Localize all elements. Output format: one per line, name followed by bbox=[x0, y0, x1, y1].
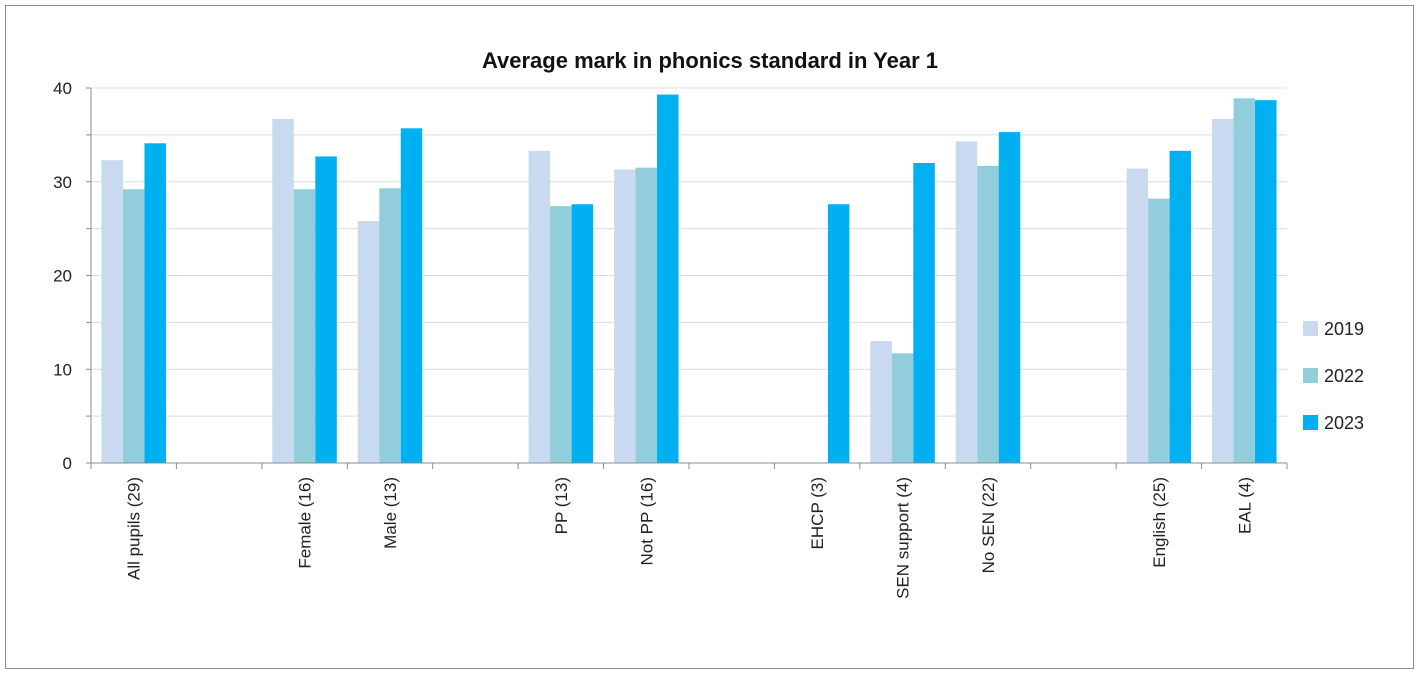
bar-2023 bbox=[657, 94, 679, 463]
y-tick-label: 10 bbox=[53, 360, 72, 379]
chart-frame: Average mark in phonics standard in Year… bbox=[5, 5, 1414, 669]
legend-swatch-2022 bbox=[1303, 368, 1318, 383]
bar-2023 bbox=[998, 132, 1021, 463]
bar-2023 bbox=[400, 128, 423, 463]
bar-2019 bbox=[101, 160, 123, 463]
x-tick-label: PP (13) bbox=[552, 477, 571, 534]
bar-2022 bbox=[379, 188, 401, 463]
y-tick-label: 20 bbox=[53, 267, 72, 286]
x-tick-labels: All pupils (29) Female (16) Male (13) PP (1… bbox=[125, 477, 1255, 599]
bar-2019 bbox=[870, 341, 892, 463]
legend-label-2023: 2023 bbox=[1324, 413, 1364, 433]
axes bbox=[86, 87, 1288, 469]
y-tick-labels: 0 10 20 30 40 bbox=[53, 79, 72, 473]
y-tick-label: 40 bbox=[53, 79, 72, 98]
legend-swatch-2023 bbox=[1303, 415, 1318, 430]
x-tick-label: Male (13) bbox=[381, 477, 400, 549]
bar-2023 bbox=[1255, 100, 1277, 463]
bar-2019 bbox=[614, 169, 636, 463]
legend-label-2022: 2022 bbox=[1324, 366, 1364, 386]
bar-2022 bbox=[550, 206, 572, 463]
y-tick-label: 0 bbox=[63, 454, 72, 473]
gridlines bbox=[91, 87, 1287, 417]
x-tick-label: EHCP (3) bbox=[808, 477, 827, 549]
bar-2022 bbox=[977, 165, 999, 463]
x-tick-label: No SEN (22) bbox=[979, 477, 998, 573]
x-tick-label: SEN support (4) bbox=[894, 477, 913, 599]
legend: 2019 2022 2023 bbox=[1303, 319, 1364, 433]
x-tick-label: Female (16) bbox=[296, 477, 315, 569]
bar-2023 bbox=[827, 204, 850, 463]
bar-2019 bbox=[955, 141, 978, 463]
bar-2023 bbox=[571, 204, 594, 463]
chart-title: Average mark in phonics standard in Year… bbox=[482, 48, 938, 73]
x-tick-label: EAL (4) bbox=[1235, 477, 1254, 534]
bar-2023 bbox=[315, 156, 337, 463]
legend-swatch-2019 bbox=[1303, 321, 1318, 336]
bar-chart: Average mark in phonics standard in Year… bbox=[53, 48, 1364, 599]
bar-2019 bbox=[1212, 118, 1234, 463]
bar-2022 bbox=[891, 353, 914, 463]
bar-2023 bbox=[144, 143, 166, 463]
bars bbox=[101, 94, 1277, 463]
bar-2022 bbox=[1233, 98, 1256, 463]
x-tick-label: Not PP (16) bbox=[637, 477, 656, 566]
x-tick-label: English (25) bbox=[1150, 477, 1169, 568]
legend-label-2019: 2019 bbox=[1324, 319, 1364, 339]
bar-2019 bbox=[272, 118, 294, 463]
y-tick-label: 30 bbox=[53, 173, 72, 192]
bar-2022 bbox=[293, 189, 316, 463]
bar-2019 bbox=[1126, 168, 1149, 463]
bar-2023 bbox=[913, 163, 935, 463]
bar-2022 bbox=[1148, 198, 1170, 463]
bar-2019 bbox=[357, 221, 380, 463]
bar-2022 bbox=[122, 189, 145, 463]
x-tick-label: All pupils (29) bbox=[125, 477, 144, 580]
bar-2022 bbox=[635, 167, 658, 463]
bar-2023 bbox=[1169, 150, 1192, 463]
bar-2019 bbox=[528, 150, 551, 463]
